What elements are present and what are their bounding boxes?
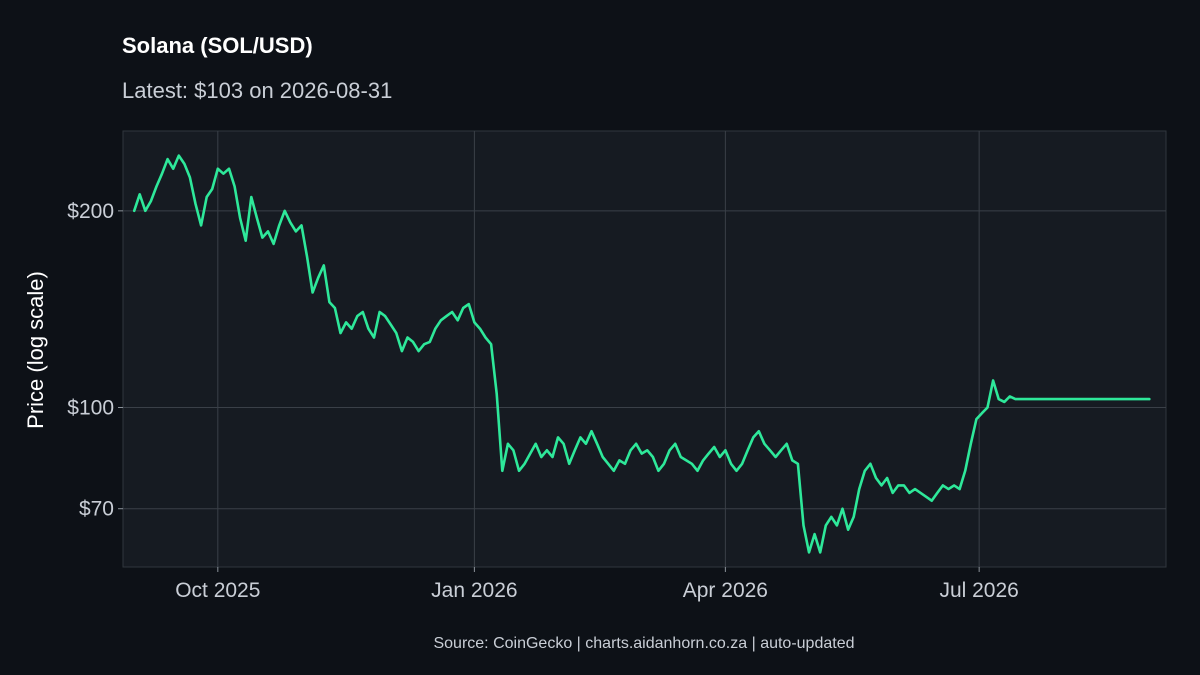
y-tick-label: $100 (67, 397, 114, 420)
y-axis-label: Price (log scale) (23, 271, 48, 429)
y-tick-label: $200 (67, 200, 114, 223)
x-axis: Oct 2025 Jan 2026 Apr 2026 Jul 2026 (175, 567, 1019, 602)
x-tick-label: Jan 2026 (431, 579, 517, 602)
chart-caption: Source: CoinGecko | charts.aidanhorn.co.… (433, 635, 854, 652)
chart-title: Solana (SOL/USD) (122, 33, 313, 58)
y-axis: $70 $100 $200 (67, 200, 123, 521)
x-tick-label: Oct 2025 (175, 579, 260, 602)
plot-panel (122, 130, 1167, 568)
grid-lines (123, 131, 1166, 567)
price-series-line (132, 154, 1151, 554)
series-layer (132, 154, 1151, 554)
x-tick-label: Jul 2026 (939, 579, 1018, 602)
chart-subtitle: Latest: $103 on 2026-08-31 (122, 78, 392, 103)
x-tick-label: Apr 2026 (683, 579, 768, 602)
y-tick-label: $70 (79, 498, 114, 521)
